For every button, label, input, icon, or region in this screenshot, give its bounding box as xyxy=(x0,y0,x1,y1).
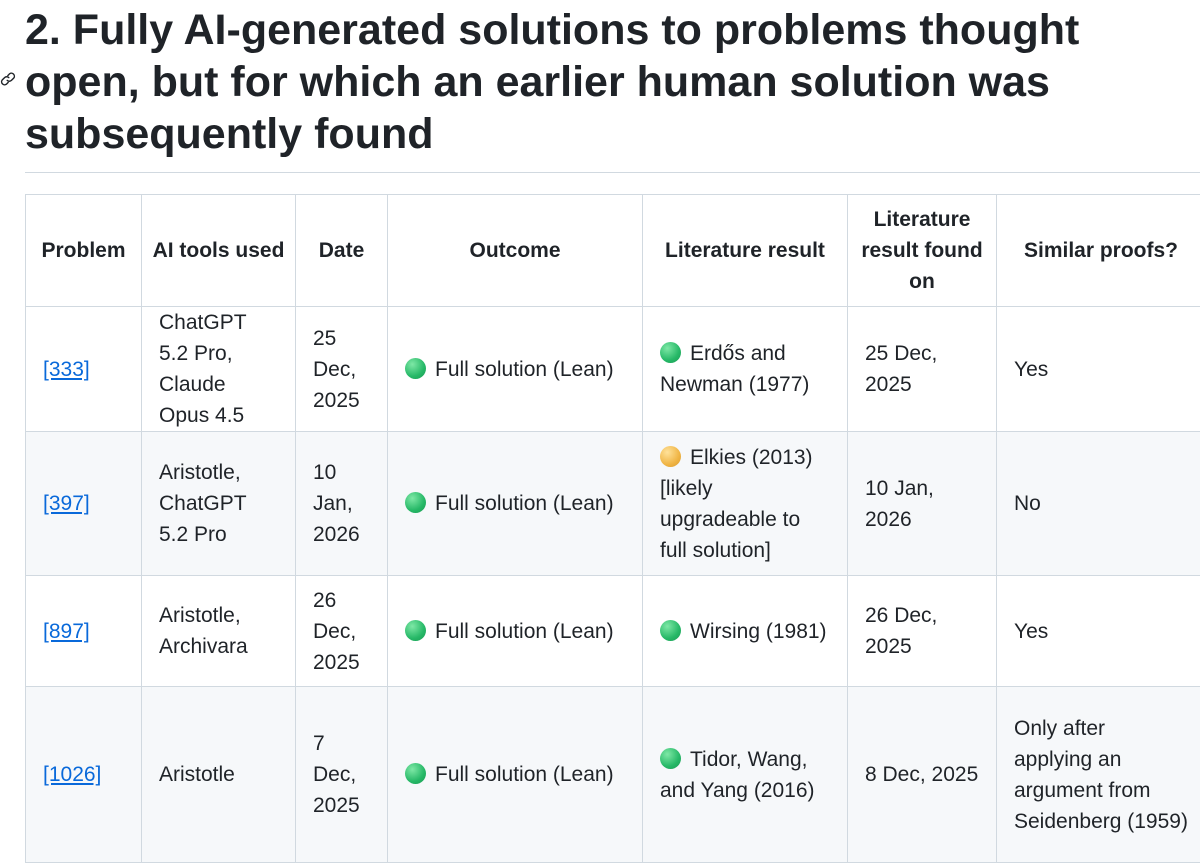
date-cell: 26 Dec, 2025 xyxy=(296,576,388,687)
similar-proofs-cell: Only after applying an argument from Sei… xyxy=(997,687,1200,863)
outcome-cell: Full solution (Lean) xyxy=(388,576,643,687)
table-header-row: Problem AI tools used Date Outcome Liter… xyxy=(26,195,1200,307)
section-heading: 2. Fully AI-generated solutions to probl… xyxy=(25,4,1175,160)
problem-link[interactable]: [333] xyxy=(43,358,90,381)
outcome-cell: Full solution (Lean) xyxy=(388,307,643,432)
outcome-cell: Full solution (Lean) xyxy=(388,432,643,576)
green-circle-icon xyxy=(405,620,426,641)
problem-link[interactable]: [1026] xyxy=(43,763,101,786)
outcome-text: Full solution (Lean) xyxy=(435,358,614,381)
outcome-cell: Full solution (Lean) xyxy=(388,687,643,863)
table-row: [897] Aristotle, Archivara 26 Dec, 2025 … xyxy=(26,576,1200,687)
found-on-cell: 10 Jan, 2026 xyxy=(848,432,997,576)
results-table: Problem AI tools used Date Outcome Liter… xyxy=(25,194,1200,863)
literature-text: Tidor, Wang, and Yang (2016) xyxy=(660,748,815,802)
heading-divider xyxy=(25,172,1200,173)
green-circle-icon xyxy=(660,620,681,641)
table-row: [1026] Aristotle 7 Dec, 2025 Full soluti… xyxy=(26,687,1200,863)
header-date: Date xyxy=(296,195,388,307)
orange-circle-icon xyxy=(660,446,681,467)
literature-cell: Erdős and Newman (1977) xyxy=(643,307,848,432)
literature-text: Erdős and Newman (1977) xyxy=(660,342,809,396)
green-circle-icon xyxy=(405,492,426,513)
found-on-cell: 25 Dec, 2025 xyxy=(848,307,997,432)
literature-cell: Wirsing (1981) xyxy=(643,576,848,687)
outcome-text: Full solution (Lean) xyxy=(435,763,614,786)
literature-text: Elkies (2013) [likely upgradeable to ful… xyxy=(660,446,813,562)
ai-tools-cell: Aristotle, ChatGPT 5.2 Pro xyxy=(142,432,296,576)
similar-proofs-cell: Yes xyxy=(997,307,1200,432)
header-outcome: Outcome xyxy=(388,195,643,307)
outcome-text: Full solution (Lean) xyxy=(435,492,614,515)
green-circle-icon xyxy=(405,763,426,784)
ai-tools-cell: Aristotle xyxy=(142,687,296,863)
table-row: [397] Aristotle, ChatGPT 5.2 Pro 10 Jan,… xyxy=(26,432,1200,576)
green-circle-icon xyxy=(660,342,681,363)
green-circle-icon xyxy=(405,358,426,379)
date-cell: 25 Dec, 2025 xyxy=(296,307,388,432)
found-on-cell: 26 Dec, 2025 xyxy=(848,576,997,687)
similar-proofs-cell: Yes xyxy=(997,576,1200,687)
date-cell: 7 Dec, 2025 xyxy=(296,687,388,863)
date-cell: 10 Jan, 2026 xyxy=(296,432,388,576)
problem-link[interactable]: [897] xyxy=(43,620,90,643)
ai-tools-cell: ChatGPT 5.2 Pro, Claude Opus 4.5 xyxy=(142,307,296,432)
literature-cell: Tidor, Wang, and Yang (2016) xyxy=(643,687,848,863)
literature-text: Wirsing (1981) xyxy=(690,620,827,643)
link-icon[interactable] xyxy=(0,71,16,87)
header-found-on: Literature result found on xyxy=(848,195,997,307)
green-circle-icon xyxy=(660,748,681,769)
ai-tools-cell: Aristotle, Archivara xyxy=(142,576,296,687)
found-on-cell: 8 Dec, 2025 xyxy=(848,687,997,863)
similar-proofs-cell: No xyxy=(997,432,1200,576)
header-ai-tools: AI tools used xyxy=(142,195,296,307)
literature-cell: Elkies (2013) [likely upgradeable to ful… xyxy=(643,432,848,576)
header-problem: Problem xyxy=(26,195,142,307)
table-row: [333] ChatGPT 5.2 Pro, Claude Opus 4.5 2… xyxy=(26,307,1200,432)
problem-link[interactable]: [397] xyxy=(43,492,90,515)
outcome-text: Full solution (Lean) xyxy=(435,620,614,643)
header-similar-proofs: Similar proofs? xyxy=(997,195,1200,307)
header-literature-result: Literature result xyxy=(643,195,848,307)
